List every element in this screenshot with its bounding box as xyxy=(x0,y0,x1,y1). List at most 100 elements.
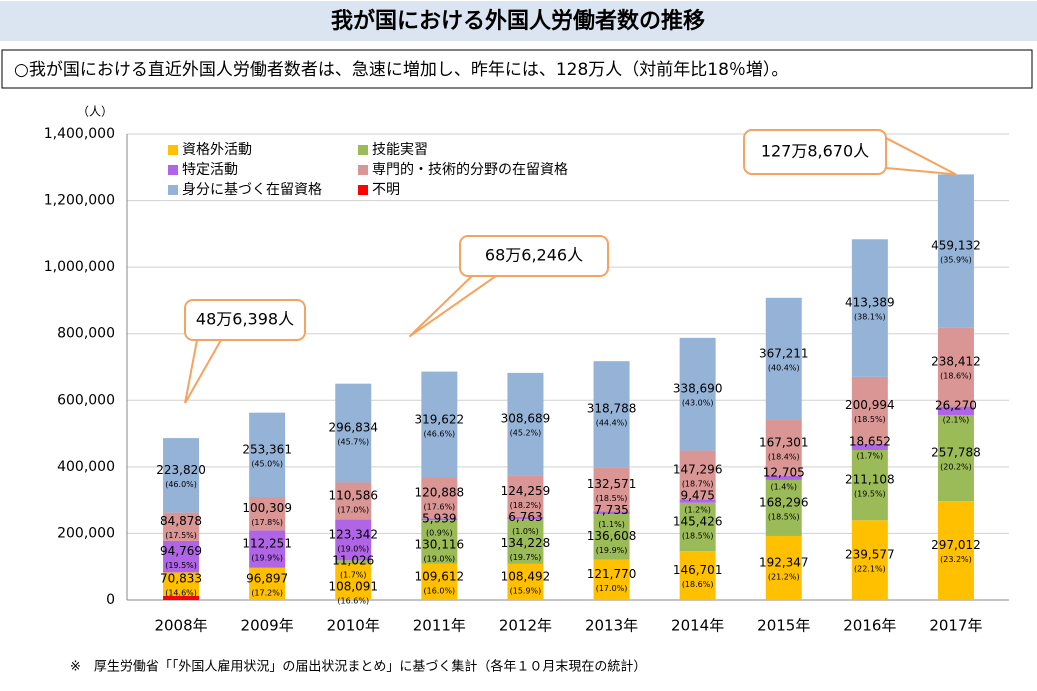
data-label: 211,108 xyxy=(845,473,895,487)
summary: ○我が国における直近外国人労働者数者は、急速に増加し、昨年には、128万人（対前… xyxy=(14,60,788,80)
data-label: 192,347 xyxy=(759,555,809,569)
data-label: 297,012 xyxy=(931,538,981,552)
bar-segment xyxy=(335,383,372,483)
data-label-share: (17.8%) xyxy=(251,518,283,527)
bar-segment xyxy=(421,563,458,600)
data-label: 7,735 xyxy=(594,503,628,517)
data-label: 94,769 xyxy=(160,544,202,558)
data-label-share: (1.4%) xyxy=(770,482,797,491)
data-label: 108,492 xyxy=(501,569,551,583)
data-label-share: (17.6%) xyxy=(424,503,456,512)
y-tick-label: 1,000,000 xyxy=(44,259,115,275)
bar-segment xyxy=(421,477,458,519)
data-label-share: (18.5%) xyxy=(768,512,800,521)
data-label: 238,412 xyxy=(931,354,981,368)
data-label: 296,834 xyxy=(328,421,378,435)
data-label-share: (43.0%) xyxy=(682,399,714,408)
y-tick-label: 1,400,000 xyxy=(44,126,115,142)
bar-segment xyxy=(593,467,630,512)
bar-segment xyxy=(765,479,802,536)
callout-box xyxy=(743,129,887,175)
callout-tail xyxy=(184,339,223,404)
data-label-share: (18.5%) xyxy=(596,494,628,503)
data-label-share: (15.9%) xyxy=(510,586,542,595)
x-tick-label: 2009年 xyxy=(241,617,294,635)
summary-box xyxy=(1,49,1033,89)
y-tick-label: 1,200,000 xyxy=(44,193,115,209)
bar-segment xyxy=(335,560,372,565)
data-label: 112,251 xyxy=(242,537,292,551)
callout-text: 68万6,246人 xyxy=(485,246,583,265)
data-label-share: (45.0%) xyxy=(251,459,283,468)
bar-segment xyxy=(163,438,200,513)
data-label: 459,132 xyxy=(931,238,981,252)
title-bar xyxy=(0,1,1037,41)
data-label-share: (17.2%) xyxy=(251,588,283,597)
data-label-share: (19.0%) xyxy=(424,555,456,564)
bar-segment xyxy=(593,511,630,514)
data-label-share: (18.4%) xyxy=(768,452,800,461)
legend-swatch xyxy=(358,165,368,175)
data-label: 70,833 xyxy=(160,572,202,586)
data-label: 18,652 xyxy=(849,434,891,448)
data-label-share: (18.7%) xyxy=(682,480,714,489)
data-label-share: (19.7%) xyxy=(510,553,542,562)
bar-segment xyxy=(163,595,200,600)
data-label: 223,820 xyxy=(156,463,206,477)
bar-segment xyxy=(765,535,802,600)
data-label: 145,426 xyxy=(673,515,723,529)
callout-text: 127万8,670人 xyxy=(761,142,869,161)
data-label-share: (1.2%) xyxy=(684,506,711,515)
data-label: 147,296 xyxy=(673,463,723,477)
bar-segment xyxy=(421,371,458,478)
y-tick-label: 800,000 xyxy=(57,326,115,342)
y-tick-label: 0 xyxy=(106,592,115,608)
data-label-share: (16.6%) xyxy=(337,596,369,605)
x-tick-label: 2016年 xyxy=(843,617,896,635)
y-tick-label: 200,000 xyxy=(57,525,115,541)
data-label-share: (45.7%) xyxy=(337,438,369,447)
bar-segment xyxy=(507,475,544,517)
x-tick-label: 2017年 xyxy=(929,617,982,635)
data-label: 168,296 xyxy=(759,495,809,509)
data-label-share: (22.1%) xyxy=(854,565,886,574)
data-label-share: (40.4%) xyxy=(768,363,800,372)
bar-segment xyxy=(421,518,458,521)
bar-segment xyxy=(765,297,802,421)
data-label-share: (17.5%) xyxy=(165,531,197,540)
bar-segment xyxy=(335,564,372,600)
x-tick-label: 2010年 xyxy=(327,617,380,635)
data-label-share: (23.2%) xyxy=(940,555,972,564)
data-label-share: (19.9%) xyxy=(596,546,628,555)
bar-segment xyxy=(163,572,200,596)
bar-segment xyxy=(937,501,974,600)
bar-segment xyxy=(507,519,544,564)
bar-segment xyxy=(679,337,716,451)
data-label-share: (18.5%) xyxy=(854,415,886,424)
legend-swatch xyxy=(168,145,178,155)
data-label-share: (2.1%) xyxy=(943,415,970,424)
data-label: 108,091 xyxy=(328,579,378,593)
data-label: 146,701 xyxy=(673,563,723,577)
bar-segment xyxy=(851,376,888,444)
data-label: 130,116 xyxy=(415,538,465,552)
data-label: 134,228 xyxy=(501,536,551,550)
data-label: 132,571 xyxy=(587,477,637,491)
bar-segment xyxy=(163,540,200,573)
bar-segment xyxy=(507,516,544,520)
data-label: 6,763 xyxy=(508,510,542,524)
legend-swatch xyxy=(168,165,178,175)
data-label-share: (18.5%) xyxy=(682,532,714,541)
data-label-share: (18.6%) xyxy=(940,371,972,380)
data-label-share: (19.9%) xyxy=(251,554,283,563)
y-tick-label: 400,000 xyxy=(57,459,115,475)
legend-swatch xyxy=(358,185,368,195)
data-label: 318,788 xyxy=(587,402,637,416)
data-label-share: (17.0%) xyxy=(596,584,628,593)
bar-segment xyxy=(851,449,888,521)
x-tick-label: 2013年 xyxy=(585,617,638,635)
data-label: 200,994 xyxy=(845,398,895,412)
x-tick-label: 2014年 xyxy=(671,617,724,635)
